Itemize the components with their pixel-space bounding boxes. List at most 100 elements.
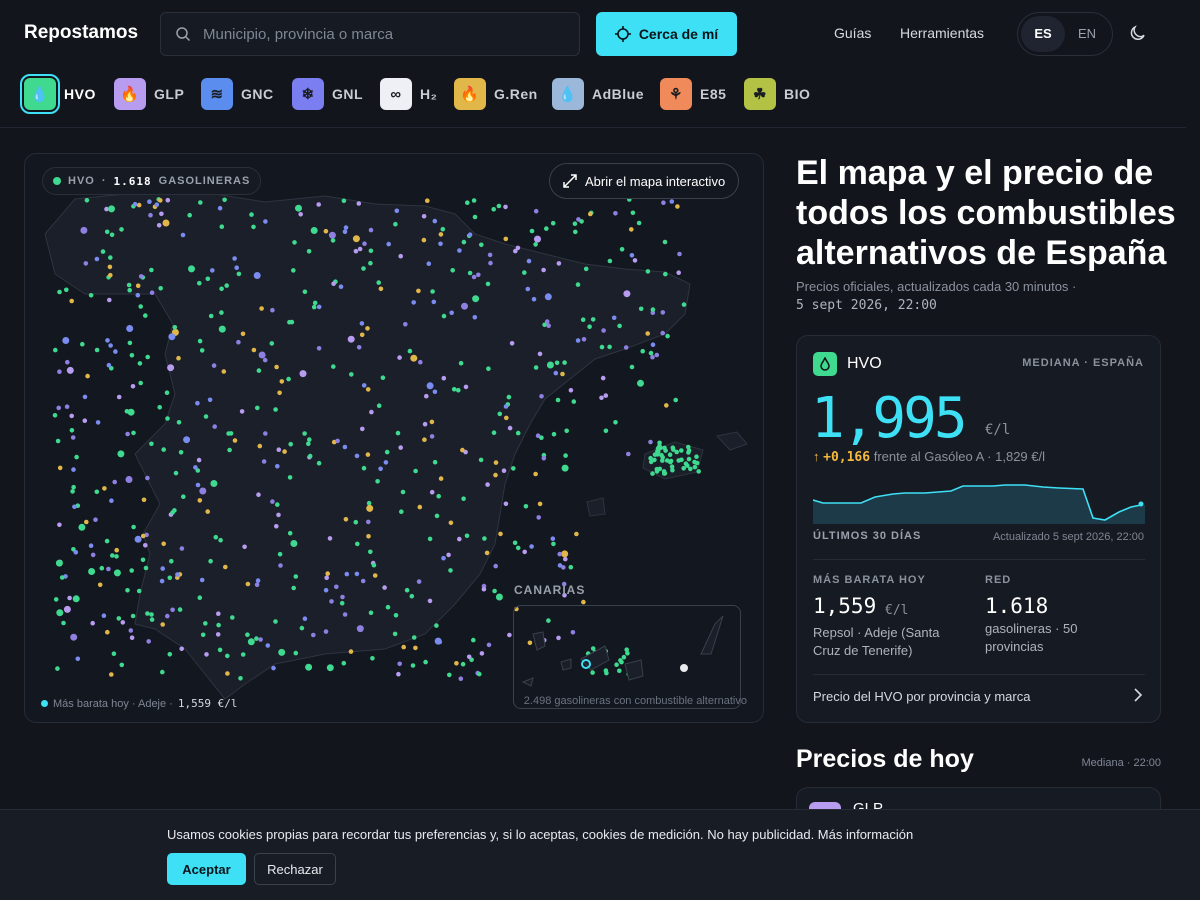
station-dot xyxy=(143,565,149,571)
station-dot xyxy=(224,283,229,288)
lang-en[interactable]: EN xyxy=(1077,26,1097,41)
station-dot xyxy=(306,249,312,254)
station-dot xyxy=(648,439,653,445)
subtitle: Precios oficiales, actualizados cada 30 … xyxy=(796,279,1077,294)
station-dot xyxy=(168,333,176,341)
station-dot xyxy=(138,380,143,386)
station-dot xyxy=(316,346,322,351)
station-dot xyxy=(289,319,295,325)
station-dot xyxy=(291,268,296,273)
station-dot xyxy=(485,482,490,487)
station-dot xyxy=(361,266,366,271)
station-dot xyxy=(94,489,100,495)
station-dot xyxy=(432,218,438,224)
station-dot xyxy=(360,426,365,432)
station-dot xyxy=(307,453,313,459)
station-dot xyxy=(434,637,442,645)
fuel-chip-2[interactable]: ≋ GNC xyxy=(201,78,274,110)
station-dot xyxy=(488,260,493,266)
station-dot xyxy=(212,424,217,429)
accept-cookies-button[interactable]: Aceptar xyxy=(167,853,246,885)
station-dot xyxy=(276,512,281,518)
fuel-chip-7[interactable]: ⚘ E85 xyxy=(660,78,726,110)
infinity-icon: ∞ xyxy=(380,78,412,110)
station-dot xyxy=(503,501,509,507)
station-dot xyxy=(418,359,423,365)
province-brand-link[interactable]: Precio del HVO por provincia y marca xyxy=(813,689,1031,704)
station-dot xyxy=(356,201,362,206)
station-dot xyxy=(625,651,630,656)
arrow-up-icon: ↑ xyxy=(813,449,820,464)
station-dot xyxy=(223,564,228,570)
station-dot xyxy=(371,562,377,568)
fuel-chip-6[interactable]: 💧 AdBlue xyxy=(552,78,644,110)
station-dot xyxy=(581,337,587,342)
station-dot xyxy=(375,479,380,484)
station-dot xyxy=(258,351,266,359)
fuel-chip-label: GNC xyxy=(241,86,274,102)
station-dot xyxy=(274,524,279,529)
open-interactive-map-button[interactable]: Abrir el mapa interactivo xyxy=(549,163,740,199)
station-dot xyxy=(207,397,213,403)
station-dot xyxy=(64,404,70,409)
station-dot xyxy=(384,449,390,455)
fuel-chip-3[interactable]: ❄ GNL xyxy=(292,78,363,110)
station-dot xyxy=(165,197,171,203)
map-card[interactable]: HVO · 1.618 GASOLINERAS Abrir el mapa in… xyxy=(24,153,764,723)
station-dot xyxy=(219,224,225,229)
site-logo[interactable]: Repostamos xyxy=(24,22,139,43)
moon-icon[interactable] xyxy=(1128,23,1148,43)
station-dot xyxy=(600,375,606,381)
station-dot xyxy=(410,663,416,668)
station-dot xyxy=(376,403,382,408)
fuel-chip-5[interactable]: 🔥 G.Ren xyxy=(454,78,538,110)
fuel-chip-8[interactable]: ☘ BIO xyxy=(744,78,810,110)
pill-fuel: HVO xyxy=(68,175,95,187)
station-dot xyxy=(354,571,360,577)
nav-guias[interactable]: Guías xyxy=(834,25,872,41)
station-dot xyxy=(686,448,692,453)
station-dot xyxy=(546,361,554,369)
station-dot xyxy=(513,248,518,254)
station-dot xyxy=(99,565,105,571)
fuel-chip-4[interactable]: ∞ H₂ xyxy=(380,78,437,110)
station-dot xyxy=(75,656,81,662)
reject-cookies-button[interactable]: Rechazar xyxy=(254,853,336,885)
station-dot xyxy=(556,261,562,266)
fuel-chip-0[interactable]: 💧 HVO xyxy=(20,74,96,114)
station-dot xyxy=(226,431,231,436)
station-dot xyxy=(368,227,374,233)
station-dot xyxy=(504,415,509,421)
station-dot xyxy=(561,581,567,587)
station-dot xyxy=(286,376,291,382)
sprout-icon: ☘ xyxy=(744,78,776,110)
station-dot xyxy=(240,652,246,657)
station-dot xyxy=(71,467,76,472)
station-dot xyxy=(203,414,209,419)
station-dot xyxy=(485,281,491,287)
search-icon xyxy=(176,27,191,42)
station-dot xyxy=(208,313,214,319)
near-me-button[interactable]: Cerca de mí xyxy=(596,12,737,56)
station-dot xyxy=(199,577,205,583)
station-dot xyxy=(269,341,275,346)
station-dot xyxy=(681,302,687,307)
sparkline-label: ÚLTIMOS 30 DÍAS xyxy=(813,530,922,542)
station-dot xyxy=(180,232,186,238)
station-dot xyxy=(273,407,278,412)
station-dot xyxy=(417,504,423,510)
station-dot xyxy=(526,258,532,264)
station-dot xyxy=(53,347,58,353)
nav-herramientas[interactable]: Herramientas xyxy=(900,25,985,41)
fuel-chip-label: H₂ xyxy=(420,86,438,102)
station-dot xyxy=(561,550,569,558)
station-dot xyxy=(671,447,676,452)
lang-es[interactable]: ES xyxy=(1021,16,1065,52)
station-dot xyxy=(135,292,141,298)
search-input[interactable]: Municipio, provincia o marca xyxy=(160,12,580,56)
station-dot xyxy=(143,313,148,318)
station-dot xyxy=(472,295,480,303)
station-dot xyxy=(127,340,133,346)
fuel-chip-1[interactable]: 🔥 GLP xyxy=(114,78,184,110)
chevron-right-icon[interactable] xyxy=(1132,687,1144,703)
